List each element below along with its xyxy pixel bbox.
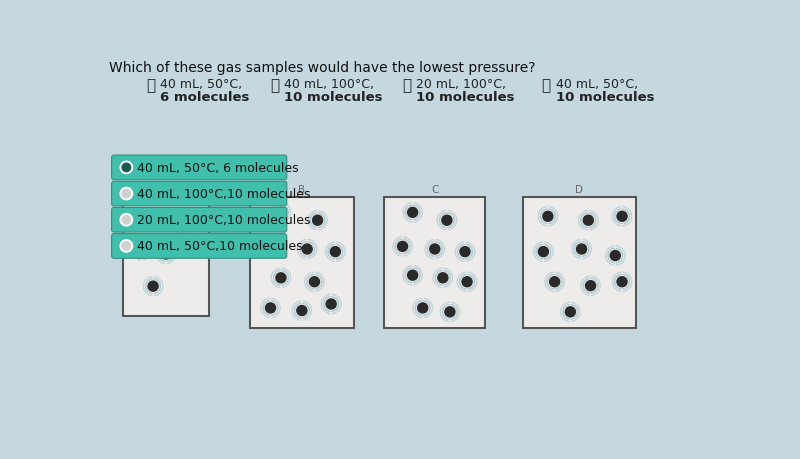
Circle shape — [583, 216, 594, 226]
Circle shape — [276, 208, 286, 218]
Text: B: B — [298, 185, 306, 195]
Text: Ⓓ: Ⓓ — [542, 78, 551, 93]
FancyBboxPatch shape — [112, 208, 286, 233]
Text: 10 molecules: 10 molecules — [556, 91, 654, 104]
Text: C: C — [431, 185, 438, 195]
Circle shape — [407, 208, 418, 218]
Circle shape — [176, 218, 186, 229]
Circle shape — [326, 299, 336, 309]
Circle shape — [122, 242, 130, 251]
Circle shape — [122, 190, 130, 198]
Text: A: A — [162, 185, 170, 195]
Circle shape — [137, 246, 147, 256]
Circle shape — [418, 303, 428, 313]
FancyBboxPatch shape — [112, 182, 286, 207]
Text: Ⓐ: Ⓐ — [146, 78, 156, 93]
Circle shape — [566, 307, 575, 317]
Bar — [523, 197, 635, 328]
Circle shape — [610, 251, 620, 261]
Text: 40 mL, 50°C,10 molecules: 40 mL, 50°C,10 molecules — [138, 240, 303, 253]
Circle shape — [586, 281, 596, 291]
Circle shape — [543, 212, 553, 222]
Circle shape — [445, 307, 455, 317]
Text: 20 mL, 100°C,10 molecules: 20 mL, 100°C,10 molecules — [138, 214, 310, 227]
Circle shape — [577, 245, 586, 254]
Text: D: D — [575, 185, 583, 195]
Text: 10 molecules: 10 molecules — [416, 91, 514, 104]
Circle shape — [122, 164, 130, 172]
Text: 40 mL, 100°C,: 40 mL, 100°C, — [285, 78, 374, 91]
Circle shape — [146, 213, 155, 224]
Text: Ⓒ: Ⓒ — [402, 78, 411, 93]
Text: Ⓑ: Ⓑ — [270, 78, 280, 93]
Circle shape — [161, 249, 171, 259]
Circle shape — [462, 277, 472, 287]
Circle shape — [276, 273, 286, 283]
Circle shape — [120, 188, 133, 200]
Circle shape — [438, 273, 448, 283]
Circle shape — [407, 271, 418, 280]
Text: 40 mL, 50°C, 6 molecules: 40 mL, 50°C, 6 molecules — [138, 162, 299, 174]
FancyBboxPatch shape — [112, 156, 286, 180]
Circle shape — [266, 242, 275, 252]
Text: 20 mL, 100°C,: 20 mL, 100°C, — [416, 78, 506, 91]
Circle shape — [330, 247, 341, 257]
Circle shape — [430, 245, 440, 254]
Circle shape — [297, 306, 307, 316]
Circle shape — [550, 277, 560, 287]
Circle shape — [617, 277, 627, 287]
Circle shape — [442, 216, 452, 226]
Circle shape — [266, 303, 275, 313]
Circle shape — [310, 277, 319, 287]
Text: 6 molecules: 6 molecules — [161, 91, 250, 104]
Circle shape — [120, 240, 133, 252]
Text: 40 mL, 50°C,: 40 mL, 50°C, — [556, 78, 638, 91]
Circle shape — [538, 247, 549, 257]
Circle shape — [120, 214, 133, 226]
Text: 40 mL, 100°C,10 molecules: 40 mL, 100°C,10 molecules — [138, 188, 310, 201]
Circle shape — [617, 212, 627, 222]
Text: 40 mL, 50°C,: 40 mL, 50°C, — [161, 78, 242, 91]
Text: 10 molecules: 10 molecules — [285, 91, 383, 104]
Bar — [123, 197, 209, 316]
Bar — [385, 197, 485, 328]
Text: Which of these gas samples would have the lowest pressure?: Which of these gas samples would have th… — [110, 61, 536, 75]
Circle shape — [120, 162, 133, 174]
FancyBboxPatch shape — [112, 234, 286, 259]
Circle shape — [460, 247, 470, 257]
Circle shape — [313, 216, 322, 226]
Circle shape — [122, 216, 130, 224]
Circle shape — [302, 245, 312, 254]
Circle shape — [148, 281, 158, 291]
Circle shape — [398, 242, 407, 252]
Bar — [250, 197, 354, 328]
